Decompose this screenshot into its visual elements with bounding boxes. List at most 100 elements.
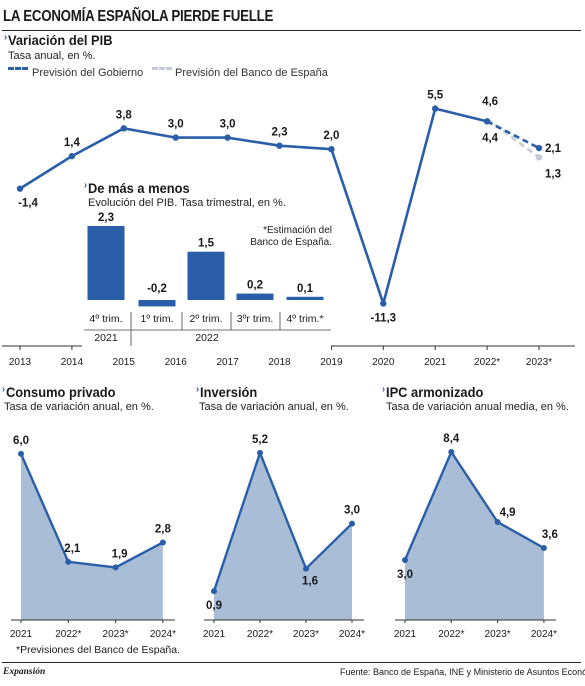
- consumo-x-tick-label: 2022*: [55, 629, 81, 640]
- pib-data-label: 2,3: [272, 127, 288, 139]
- ipc-data-label: 4,9: [500, 507, 516, 519]
- pib-point: [172, 134, 179, 141]
- consumo-x-tick-label: 2023*: [103, 629, 129, 640]
- consumo-x-tick-label: 2021: [10, 629, 33, 640]
- consumo-area-fill: [21, 453, 163, 620]
- source-note: Fuente: Banco de España, INE y Ministeri…: [340, 667, 585, 677]
- inset-category-label: 1º trim.: [140, 313, 173, 325]
- inset-annotation: *Estimación del Banco de España.: [250, 225, 332, 248]
- pib-data-label: 1,3: [545, 168, 561, 180]
- inset-bar-label: 0,1: [297, 283, 314, 295]
- inversion-point: [303, 565, 309, 572]
- footer-divider: [2, 662, 581, 663]
- pib-point: [68, 152, 76, 160]
- inversion-data-label: 0,9: [206, 600, 222, 612]
- pib-title: ›Variación del PIB: [4, 32, 113, 48]
- pib-data-label: -1,4: [18, 198, 38, 210]
- pib-data-label: -11,3: [371, 312, 397, 324]
- pib-x-tick-label: 2022*: [474, 357, 500, 368]
- ipc-title: ›IPC armonizado: [382, 384, 483, 400]
- consumo-point: [65, 558, 72, 565]
- consumo-title-text: Consumo privado: [5, 384, 116, 400]
- legend-bank-label: Previsión del Banco de España: [175, 67, 328, 79]
- inset-subtitle: Evolución del PIB. Tasa trimestral, en %…: [88, 197, 286, 209]
- pib-data-label: 3,8: [116, 109, 133, 121]
- inversion-subtitle: Tasa de variación anual, en %.: [199, 401, 349, 413]
- brand-logo: Expansión: [3, 667, 46, 677]
- consumo-data-label: 2,1: [64, 543, 81, 555]
- pib-x-tick-label: 2015: [113, 357, 136, 368]
- inversion-title: ›Inversión: [196, 384, 257, 400]
- ipc-title-text: IPC armonizado: [385, 384, 484, 400]
- ipc-line: [403, 450, 545, 561]
- inset-bar-label: 1,5: [198, 238, 215, 250]
- pib-x-tick-label: 2014: [61, 357, 84, 368]
- inversion-line: [212, 451, 353, 592]
- pib-x-tick-label: 2016: [165, 357, 188, 368]
- ipc-x-tick-label: 2024*: [531, 629, 557, 640]
- ipc-x-tick-label: 2021: [394, 629, 417, 640]
- pib-x-tick-label: 2021: [424, 357, 447, 368]
- pib-data-label: 2,0: [323, 130, 339, 142]
- consumo-data-label: 1,9: [112, 548, 128, 560]
- pib-data-label: 5,5: [427, 90, 444, 102]
- ipc-point: [540, 545, 547, 551]
- inversion-point: [211, 588, 217, 595]
- title-marker-icon: ›: [2, 384, 6, 395]
- inset-title-text: De más a menos: [87, 180, 190, 196]
- inset-category-label: 4º trim.: [89, 313, 122, 325]
- pib-data-label: 3,0: [220, 119, 236, 131]
- inset-bar-label: 2,3: [98, 212, 114, 224]
- inversion-x-tick-label: 2024*: [339, 629, 365, 640]
- pib-series-bank-line: [486, 117, 540, 159]
- title-marker-icon: ›: [196, 384, 200, 395]
- pib-point: [276, 142, 283, 149]
- legend-bank-swatch: [152, 67, 172, 70]
- inversion-point: [349, 520, 355, 527]
- inversion-point: [257, 449, 263, 456]
- legend-gov-label: Previsión del Gobierno: [32, 67, 144, 79]
- pib-subtitle: Tasa anual, en %.: [8, 50, 96, 62]
- inset-title: ›De más a menos: [84, 180, 190, 196]
- inset-bar: [138, 300, 176, 307]
- consumo-data-label: 2,8: [155, 523, 172, 535]
- ipc-data-label: 3,0: [397, 569, 413, 581]
- consumo-point: [18, 450, 24, 457]
- pib-x-tick-label: 2023*: [526, 357, 552, 368]
- ipc-x-tick-label: 2023*: [485, 629, 511, 640]
- consumo-data-label: 6,0: [13, 435, 29, 447]
- inset-bar: [236, 293, 274, 300]
- inset-category-label: 4º trim.*: [286, 313, 323, 325]
- inversion-x-tick-label: 2022*: [247, 629, 273, 640]
- pib-point: [432, 105, 439, 112]
- inset-bar-label: -0,2: [147, 283, 167, 295]
- pib-point: [224, 134, 231, 141]
- headline: LA ECONOMÍA ESPAÑOLA PIERDE FUELLE: [3, 8, 274, 25]
- consumo-subtitle: Tasa de variación anual, en %.: [4, 401, 154, 413]
- consumo-title: ›Consumo privado: [2, 384, 115, 400]
- ipc-point: [448, 449, 455, 455]
- title-marker-icon: ›: [84, 180, 88, 191]
- consumo-line: [19, 453, 164, 569]
- ipc-data-label: 8,4: [443, 433, 460, 445]
- pib-point: [380, 300, 387, 307]
- pib-point: [16, 185, 24, 192]
- pib-series-historical-line: [19, 107, 488, 305]
- inset-year-label: 2022: [195, 332, 219, 344]
- inset-year-label: 2021: [94, 332, 118, 344]
- inset-bar: [286, 296, 324, 300]
- consumo-point: [112, 564, 119, 571]
- pib-title-text: Variación del PIB: [7, 32, 113, 48]
- pib-data-label: 1,4: [64, 137, 81, 149]
- title-marker-icon: ›: [4, 32, 8, 43]
- headline-divider: [2, 30, 581, 31]
- pib-point: [120, 125, 128, 132]
- pib-x-tick-label: 2017: [216, 357, 239, 368]
- inset-bar-label: 0,2: [247, 280, 263, 292]
- pib-gov-point: [535, 144, 543, 152]
- inset-category-label: 3ºr trim.: [237, 313, 274, 325]
- pib-data-label: 3,0: [168, 119, 184, 131]
- inversion-data-label: 3,0: [344, 505, 360, 517]
